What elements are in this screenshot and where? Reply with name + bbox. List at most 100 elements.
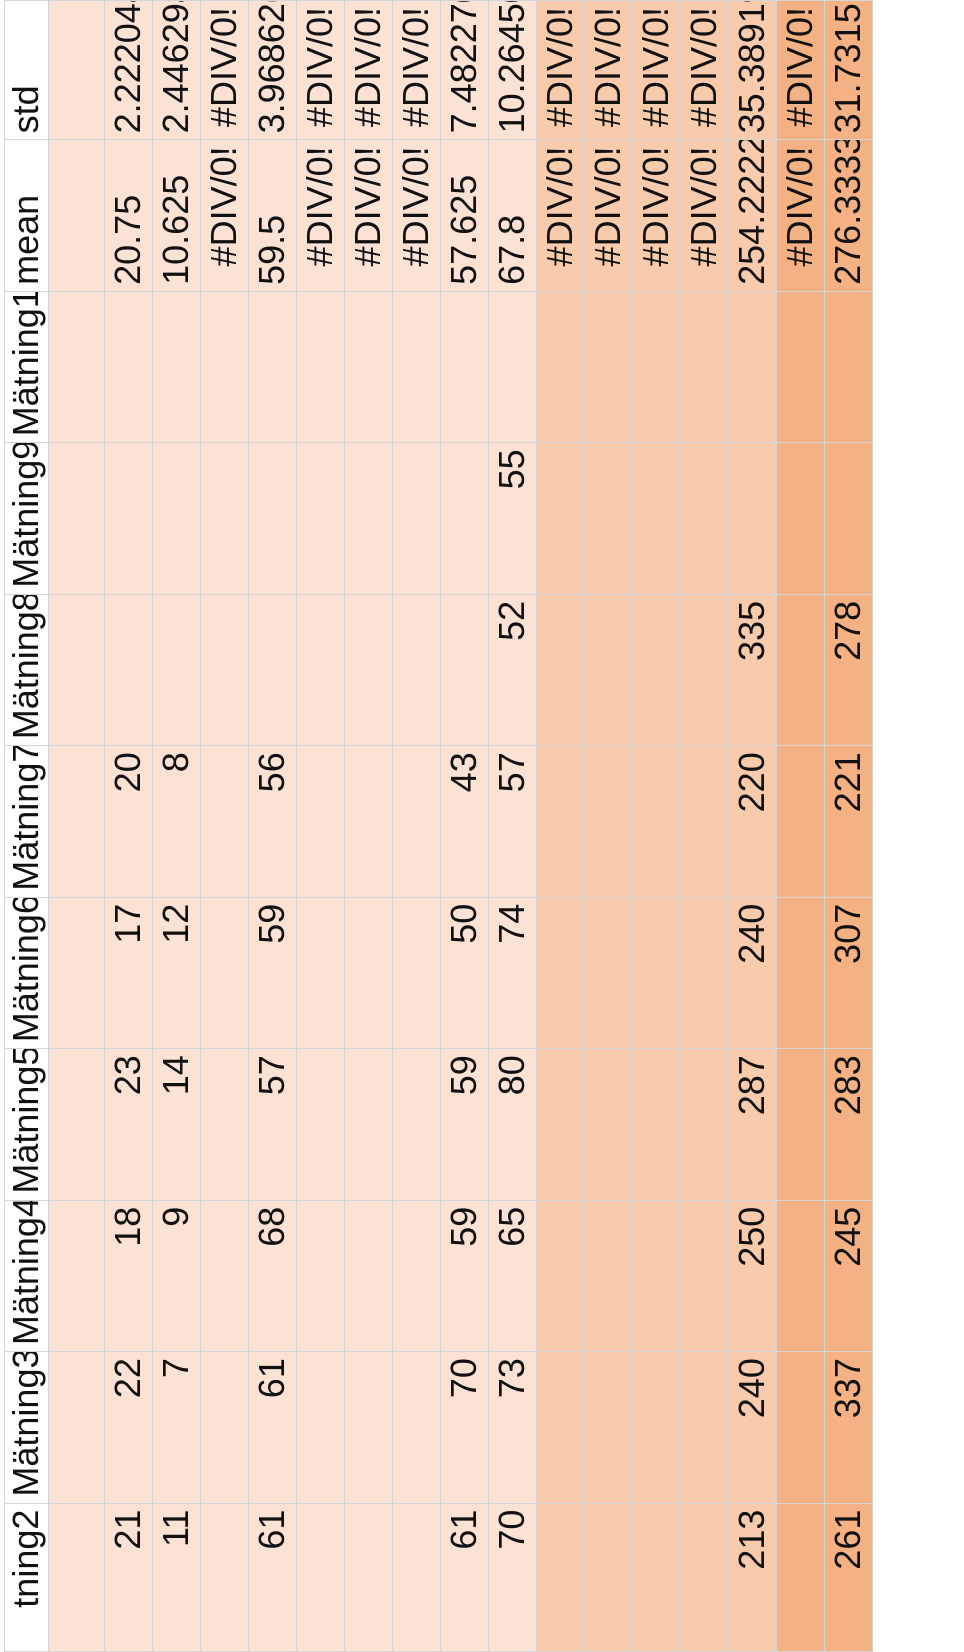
- table-cell[interactable]: #DIV/0!: [776, 139, 824, 292]
- table-cell[interactable]: 74: [488, 897, 536, 1049]
- table-cell[interactable]: [680, 291, 728, 443]
- table-cell[interactable]: 35.389194: [728, 0, 776, 140]
- table-cell[interactable]: [776, 1048, 824, 1201]
- table-cell[interactable]: [536, 1503, 584, 1652]
- table-cell[interactable]: [440, 291, 488, 443]
- table-cell[interactable]: [728, 442, 776, 595]
- table-cell[interactable]: 61: [248, 1351, 296, 1504]
- table-cell[interactable]: 278: [824, 594, 872, 746]
- table-cell[interactable]: [48, 1200, 104, 1352]
- table-cell[interactable]: 9: [152, 1200, 200, 1352]
- table-cell[interactable]: [392, 442, 440, 595]
- table-cell[interactable]: [632, 1200, 680, 1352]
- table-cell[interactable]: [200, 1351, 248, 1504]
- table-cell[interactable]: [584, 1503, 632, 1652]
- table-cell[interactable]: [632, 1048, 680, 1201]
- table-cell[interactable]: [776, 1503, 824, 1652]
- table-cell[interactable]: #DIV/0!: [296, 139, 344, 292]
- table-cell[interactable]: [536, 1200, 584, 1352]
- table-cell[interactable]: 65: [488, 1200, 536, 1352]
- table-cell[interactable]: [680, 594, 728, 746]
- table-cell[interactable]: 17: [104, 897, 152, 1049]
- table-cell[interactable]: [296, 1200, 344, 1352]
- table-cell[interactable]: 31.731512: [824, 0, 872, 140]
- table-cell[interactable]: [824, 442, 872, 595]
- table-cell[interactable]: [392, 594, 440, 746]
- table-cell[interactable]: #DIV/0!: [632, 139, 680, 292]
- table-cell[interactable]: [296, 745, 344, 898]
- table-cell[interactable]: [344, 1351, 392, 1504]
- table-cell[interactable]: [776, 291, 824, 443]
- table-cell[interactable]: [152, 442, 200, 595]
- table-cell[interactable]: [48, 291, 104, 443]
- table-cell[interactable]: [584, 291, 632, 443]
- table-cell[interactable]: [632, 897, 680, 1049]
- column-header-5[interactable]: Mätning5: [4, 1048, 48, 1201]
- table-cell[interactable]: 59.5: [248, 139, 296, 292]
- table-cell[interactable]: 20.75: [104, 139, 152, 292]
- table-cell[interactable]: [344, 291, 392, 443]
- table-cell[interactable]: 80: [488, 1048, 536, 1201]
- table-cell[interactable]: [728, 291, 776, 443]
- column-header-7[interactable]: Mätning7: [4, 745, 48, 898]
- table-cell[interactable]: 12: [152, 897, 200, 1049]
- table-cell[interactable]: 43: [440, 745, 488, 898]
- column-header-11[interactable]: mean: [4, 139, 48, 292]
- table-cell[interactable]: [152, 291, 200, 443]
- table-cell[interactable]: [48, 442, 104, 595]
- table-cell[interactable]: [344, 1048, 392, 1201]
- table-cell[interactable]: [536, 745, 584, 898]
- table-cell[interactable]: 250: [728, 1200, 776, 1352]
- table-cell[interactable]: [344, 1200, 392, 1352]
- table-cell[interactable]: [48, 0, 104, 140]
- table-cell[interactable]: [48, 1048, 104, 1201]
- table-cell[interactable]: [48, 139, 104, 292]
- table-cell[interactable]: #DIV/0!: [632, 0, 680, 140]
- table-cell[interactable]: 59: [248, 897, 296, 1049]
- table-cell[interactable]: 2.4462982: [152, 0, 200, 140]
- table-cell[interactable]: 57.625: [440, 139, 488, 292]
- table-cell[interactable]: [824, 291, 872, 443]
- table-cell[interactable]: [536, 897, 584, 1049]
- table-cell[interactable]: 335: [728, 594, 776, 746]
- table-cell[interactable]: 70: [440, 1351, 488, 1504]
- table-cell[interactable]: [536, 291, 584, 443]
- table-cell[interactable]: 10.625: [152, 139, 200, 292]
- table-cell[interactable]: [200, 1048, 248, 1201]
- table-cell[interactable]: #DIV/0!: [392, 139, 440, 292]
- table-cell[interactable]: 67.8: [488, 139, 536, 292]
- table-cell[interactable]: [344, 442, 392, 595]
- table-cell[interactable]: 59: [440, 1048, 488, 1201]
- table-cell[interactable]: 276.33333: [824, 139, 872, 292]
- table-cell[interactable]: 23: [104, 1048, 152, 1201]
- table-cell[interactable]: 2.2220486: [104, 0, 152, 140]
- table-cell[interactable]: [680, 1200, 728, 1352]
- table-cell[interactable]: 283: [824, 1048, 872, 1201]
- table-cell[interactable]: [296, 1351, 344, 1504]
- table-cell[interactable]: [344, 1503, 392, 1652]
- column-header-3[interactable]: Mätning3: [4, 1351, 48, 1504]
- table-cell[interactable]: [632, 745, 680, 898]
- table-cell[interactable]: 254.22222: [728, 139, 776, 292]
- column-header-8[interactable]: Mätning8: [4, 594, 48, 746]
- table-cell[interactable]: [48, 897, 104, 1049]
- table-cell[interactable]: 22: [104, 1351, 152, 1504]
- table-cell[interactable]: [200, 1503, 248, 1652]
- table-cell[interactable]: 55: [488, 442, 536, 595]
- table-cell[interactable]: [104, 442, 152, 595]
- table-cell[interactable]: #DIV/0!: [680, 0, 728, 140]
- table-cell[interactable]: [200, 745, 248, 898]
- table-cell[interactable]: 73: [488, 1351, 536, 1504]
- table-cell[interactable]: [200, 442, 248, 595]
- column-header-6[interactable]: Mätning6: [4, 897, 48, 1049]
- table-cell[interactable]: #DIV/0!: [536, 0, 584, 140]
- table-cell[interactable]: [344, 594, 392, 746]
- table-cell[interactable]: 261: [824, 1503, 872, 1652]
- table-cell[interactable]: [488, 291, 536, 443]
- table-cell[interactable]: 307: [824, 897, 872, 1049]
- table-cell[interactable]: [248, 594, 296, 746]
- table-cell[interactable]: [200, 594, 248, 746]
- table-cell[interactable]: [392, 291, 440, 443]
- table-cell[interactable]: 8: [152, 745, 200, 898]
- table-cell[interactable]: [48, 1351, 104, 1504]
